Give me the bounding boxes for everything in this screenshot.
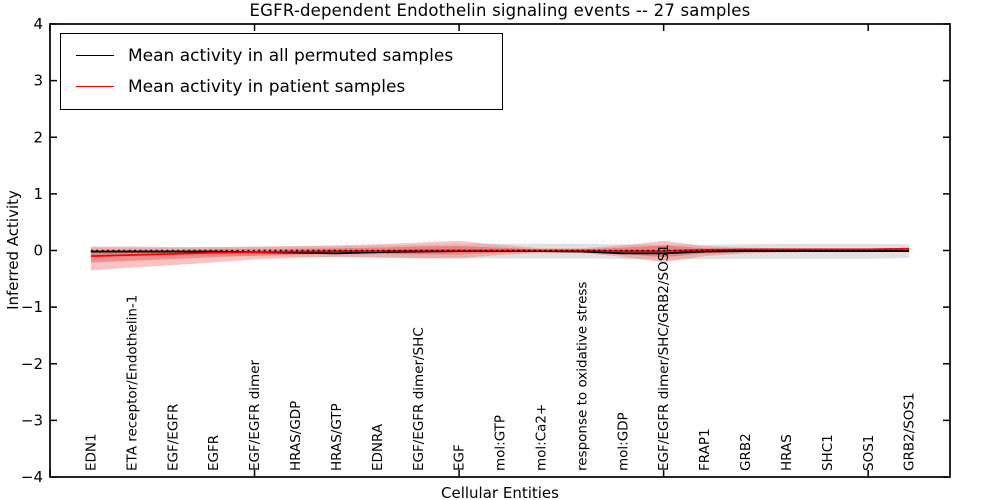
x-category-label: EDN1 <box>84 433 100 471</box>
series-line <box>90 247 910 258</box>
y-tick-label: −4 <box>21 468 43 486</box>
y-tick-label: 4 <box>33 15 43 33</box>
patient-samples-outer-range-band <box>90 240 910 271</box>
x-category-label: mol:Ca2+ <box>534 404 550 471</box>
x-category-label: mol:GTP <box>493 415 509 471</box>
legend-entry-patient: Mean activity in patient samples <box>69 71 494 102</box>
legend: Mean activity in all permuted samples Me… <box>60 33 503 110</box>
y-tick-label: −2 <box>21 355 43 373</box>
legend-line-black-icon <box>76 55 114 56</box>
x-category-label: SOS1 <box>861 435 877 471</box>
y-tick-label: 0 <box>33 242 43 260</box>
y-tick-label: 2 <box>33 128 43 146</box>
x-category-label: GRB2/SOS1 <box>902 392 918 471</box>
x-category-label: EGF/EGFR <box>165 404 181 471</box>
y-tick-label: −3 <box>21 411 43 429</box>
x-category-label: HRAS <box>779 434 795 471</box>
x-axis-label: Cellular Entities <box>441 484 559 500</box>
y-tick-label: 3 <box>33 72 43 90</box>
y-tick-label: 1 <box>33 185 43 203</box>
legend-label: Mean activity in patient samples <box>128 76 406 97</box>
x-category-label: EGF/EGFR dimer <box>247 359 263 471</box>
x-category-label: FRAP1 <box>697 428 713 471</box>
x-category-label: response to oxidative stress <box>574 282 590 471</box>
legend-line-red-icon <box>76 86 114 87</box>
x-category-label: mol:GDP <box>615 412 631 471</box>
y-tick-label: −1 <box>21 298 43 316</box>
x-category-label: HRAS/GTP <box>329 403 345 471</box>
x-category-label: ETA receptor/Endothelin-1 <box>124 295 140 471</box>
x-category-label: EGFR <box>206 435 222 471</box>
x-category-label: HRAS/GDP <box>288 401 304 471</box>
x-category-label: EGF/EGFR dimer/SHC <box>411 327 427 471</box>
x-category-label: EGF <box>452 444 468 471</box>
x-category-label: EDNRA <box>370 423 386 471</box>
x-category-label: EGF/EGFR dimer/SHC/GRB2/SOS1 <box>656 244 672 471</box>
y-axis-label: Inferred Activity <box>4 190 22 310</box>
legend-label: Mean activity in all permuted samples <box>128 45 454 66</box>
legend-entry-permuted: Mean activity in all permuted samples <box>69 40 494 71</box>
chart-title: EGFR-dependent Endothelin signaling even… <box>249 1 751 20</box>
x-category-label: GRB2 <box>738 433 754 471</box>
x-category-label: SHC1 <box>820 434 836 471</box>
